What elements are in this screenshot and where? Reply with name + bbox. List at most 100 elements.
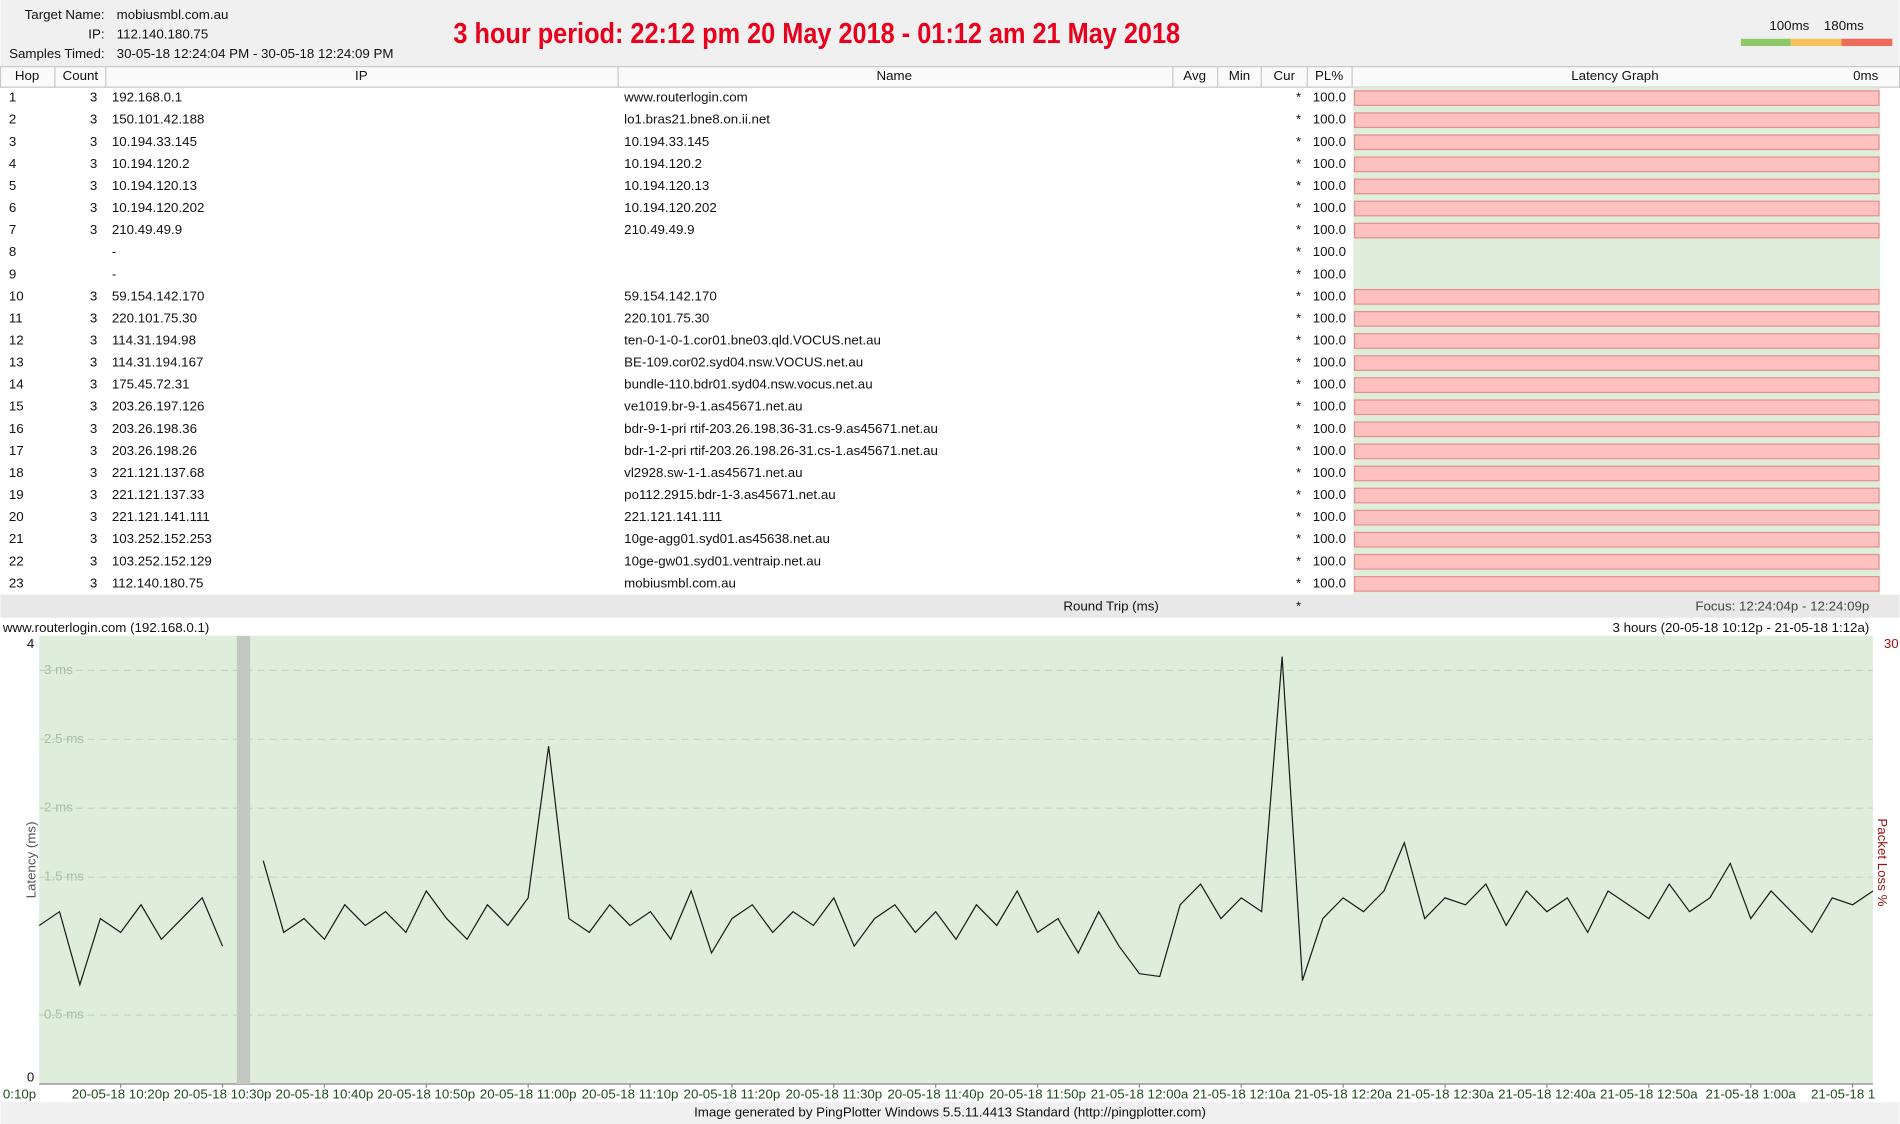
host-name: bundle-110.bdr01.syd04.nsw.vocus.net.au (624, 377, 872, 392)
loss-bar (1353, 576, 1880, 592)
ip: 203.26.198.26 (112, 443, 197, 458)
host-name: 10ge-agg01.syd01.as45638.net.au (624, 531, 830, 546)
ip: 10.194.120.202 (112, 200, 205, 215)
packet-loss: 100.0 (1313, 509, 1346, 524)
hop: 23 (9, 575, 24, 590)
cur: * (1296, 465, 1301, 480)
count: 3 (90, 575, 97, 590)
ip: 203.26.197.126 (112, 399, 205, 414)
cur: * (1296, 222, 1301, 237)
host-name: www.routerlogin.com (623, 90, 748, 105)
packet-loss: 100.0 (1313, 487, 1346, 502)
hop: 6 (9, 200, 16, 215)
count: 3 (90, 509, 97, 524)
ip: 210.49.49.9 (112, 222, 182, 237)
ip: 59.154.142.170 (112, 288, 205, 303)
count: 3 (90, 134, 97, 149)
y-axis-label: Latency (ms) (23, 821, 38, 898)
count: 3 (90, 553, 97, 568)
packet-loss: 100.0 (1313, 288, 1346, 303)
packet-loss: 100.0 (1313, 266, 1346, 281)
host-name: mobiusmbl.com.au (624, 575, 736, 590)
hop: 13 (9, 355, 24, 370)
count: 3 (90, 443, 97, 458)
ip: 103.252.152.129 (112, 553, 212, 568)
loss-bar (1353, 112, 1880, 129)
host-name: ten-0-1-0-1.cor01.bne03.qld.VOCUS.net.au (624, 333, 881, 348)
packet-loss: 100.0 (1313, 355, 1346, 370)
ip: 221.121.137.33 (112, 487, 205, 502)
x-tick-label: 20-05-18 10:20p (72, 1086, 170, 1101)
loss-bar (1353, 222, 1880, 239)
packet-loss: 100.0 (1313, 310, 1346, 325)
count: 3 (90, 355, 97, 370)
hop: 9 (9, 266, 16, 281)
y-tick-label: 1.5 ms (44, 869, 84, 884)
packet-loss: 100.0 (1313, 178, 1346, 193)
y-tick-label: 2.5 ms (44, 731, 84, 746)
packet-loss: 100.0 (1313, 377, 1346, 392)
hop: 8 (9, 244, 16, 259)
cur: * (1296, 178, 1301, 193)
hop: 18 (9, 465, 24, 480)
hop: 22 (9, 553, 24, 568)
host-name: lo1.bras21.bne8.on.ii.net (624, 112, 770, 127)
x-tick-label: 21-05-18 12:20a (1294, 1086, 1392, 1101)
count: 3 (90, 222, 97, 237)
ip: 221.121.137.68 (112, 465, 205, 480)
loss-bar (1353, 311, 1880, 327)
count: 3 (90, 377, 97, 392)
column-header: Name (877, 68, 913, 83)
loss-bar (1353, 156, 1880, 173)
count: 3 (90, 288, 97, 303)
packet-loss: 100.0 (1313, 244, 1346, 259)
summary-cur: * (1296, 598, 1301, 613)
packet-loss: 100.0 (1313, 134, 1346, 149)
cur: * (1296, 399, 1301, 414)
x-tick-label: 21-05-18 1:00a (1706, 1086, 1797, 1101)
x-tick-label: 21-05-18 12:10a (1192, 1086, 1290, 1101)
column-header: Hop (15, 68, 39, 83)
legend-swatch (1790, 38, 1842, 47)
ip: 221.121.141.111 (112, 509, 210, 524)
host-name: 10.194.120.13 (624, 178, 709, 193)
loss-bar (1353, 355, 1880, 371)
target-label: Target Name: (25, 7, 105, 22)
dynamic-layer: Hop Count IP Name Avg Min Cur PL% Latency Graph 0… (2, 66, 1899, 1101)
hop: 15 (9, 399, 24, 414)
column-header: Count (63, 68, 99, 83)
legend-label: 180ms (1824, 18, 1864, 33)
host-name: 210.49.49.9 (624, 222, 694, 237)
host-name: 10ge-gw01.syd01.ventraip.net.au (624, 553, 821, 568)
x-tick-label: 20-05-18 10:50p (377, 1086, 475, 1101)
hop: 17 (9, 443, 24, 458)
annotation: 3 hour period: 22:12 pm 20 May 2018 - 01… (453, 18, 1180, 50)
cur: * (1296, 156, 1301, 171)
x-tick-label: 20-05-18 10:30p (174, 1086, 272, 1101)
packet-loss: 100.0 (1313, 200, 1346, 215)
cur: * (1296, 288, 1301, 303)
summary-label: Round Trip (ms) (1063, 598, 1158, 613)
x-tick-label: 20-05-18 11:20p (684, 1086, 781, 1101)
packet-loss: 100.0 (1313, 399, 1346, 414)
hop: 7 (9, 222, 16, 237)
loss-bar (1353, 421, 1880, 438)
host-name: 220.101.75.30 (624, 310, 709, 325)
count: 3 (90, 156, 97, 171)
ip: 114.31.194.167 (112, 355, 204, 370)
loss-bar (1353, 509, 1880, 526)
samples: 30-05-18 12:24:04 PM - 30-05-18 12:24:09… (117, 46, 394, 61)
cur: * (1296, 333, 1301, 348)
x-tick-label: 20-05-18 10:40p (276, 1086, 374, 1101)
packet-loss: 100.0 (1313, 465, 1346, 480)
packet-loss: 100.0 (1313, 531, 1346, 546)
x-tick-label: 0:10p (3, 1086, 36, 1101)
hop: 5 (9, 178, 16, 193)
focus: Focus: 12:24:04p - 12:24:09p (1695, 598, 1869, 613)
ip: 10.194.33.145 (112, 134, 197, 149)
y-tick-label: 3 ms (44, 662, 73, 677)
hop: 16 (9, 421, 24, 436)
cur: * (1296, 200, 1301, 215)
count: 3 (90, 178, 97, 193)
